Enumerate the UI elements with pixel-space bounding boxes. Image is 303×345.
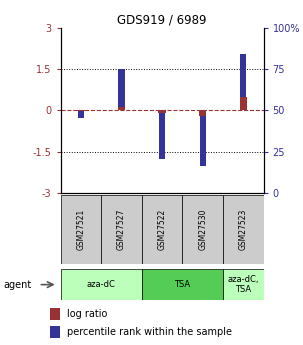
Bar xyxy=(118,107,125,110)
Bar xyxy=(158,110,166,112)
Text: GSM27522: GSM27522 xyxy=(158,209,167,250)
Text: GSM27523: GSM27523 xyxy=(239,209,248,250)
Text: GSM27527: GSM27527 xyxy=(117,209,126,250)
Text: aza-dC: aza-dC xyxy=(87,280,116,289)
Bar xyxy=(199,110,206,117)
Text: aza-dC,
TSA: aza-dC, TSA xyxy=(228,275,259,294)
Bar xyxy=(61,195,101,264)
Bar xyxy=(223,269,264,300)
Bar xyxy=(77,110,85,111)
Text: GSM27521: GSM27521 xyxy=(76,209,85,250)
Text: percentile rank within the sample: percentile rank within the sample xyxy=(67,327,232,337)
Bar xyxy=(118,69,125,110)
Bar xyxy=(101,195,142,264)
Bar xyxy=(50,308,60,319)
Bar xyxy=(159,110,165,159)
Bar xyxy=(240,54,246,110)
Text: log ratio: log ratio xyxy=(67,309,108,319)
Bar xyxy=(200,110,206,166)
Bar xyxy=(61,269,142,300)
Bar xyxy=(78,110,84,118)
Bar xyxy=(182,195,223,264)
Bar xyxy=(142,195,182,264)
Text: GSM27530: GSM27530 xyxy=(198,209,207,250)
Title: GDS919 / 6989: GDS919 / 6989 xyxy=(117,13,207,27)
Text: agent: agent xyxy=(3,280,31,289)
Bar xyxy=(223,195,264,264)
Bar xyxy=(142,269,223,300)
Text: TSA: TSA xyxy=(174,280,191,289)
Bar xyxy=(50,326,60,338)
Bar xyxy=(240,97,247,110)
